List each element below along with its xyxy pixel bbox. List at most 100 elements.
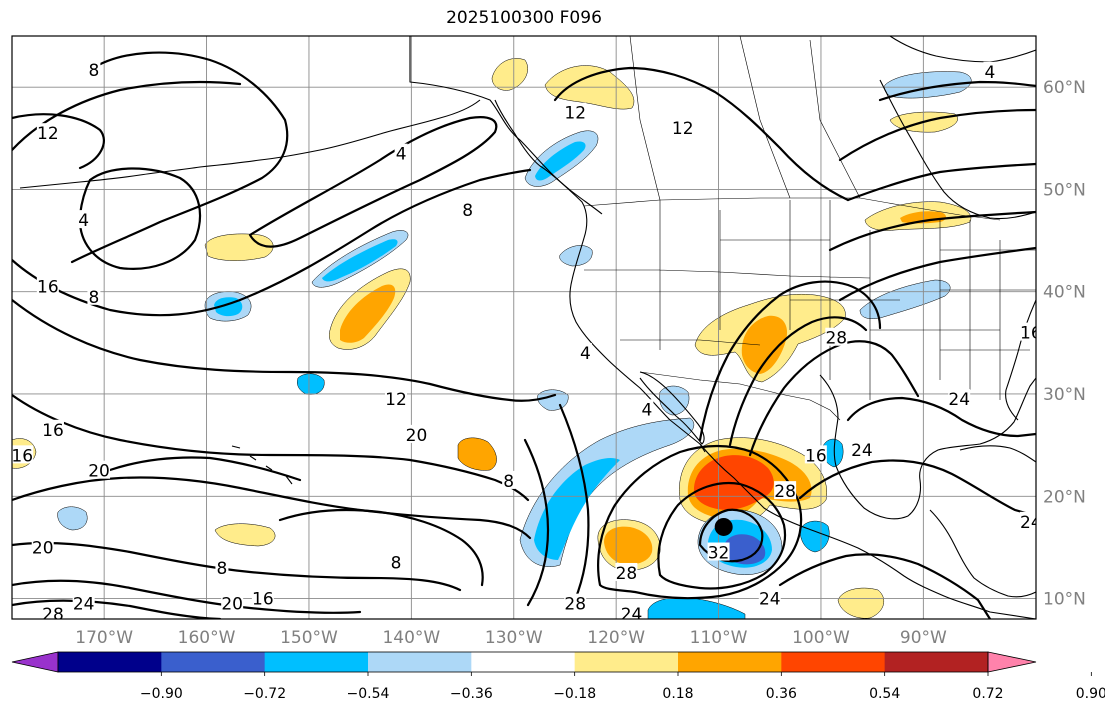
contour-label: 8 [217,559,228,579]
contour-label-bg [850,440,873,459]
lon-tick-label: 140°W [382,628,440,648]
contour-label-bg [578,343,592,362]
contour-label-bg [564,593,587,612]
coast-gulf [819,374,1036,520]
contour-28-south [12,599,222,619]
contour-label-bg [88,460,111,479]
contour-label: 16 [11,446,33,466]
contour-label: 28 [42,605,64,625]
contour-label-bg [640,399,654,418]
contour-label-bg [564,102,587,121]
lon-tick-label: 160°W [178,628,236,648]
colorbar-tick-label: −0.72 [243,686,286,702]
contour-label: 20 [221,595,243,615]
contour-label: 24 [851,441,873,461]
contour-label: 12 [564,104,586,124]
contour-label: 8 [391,554,402,574]
contour-label: 8 [462,201,473,221]
colorbar-tick-label: 0.54 [869,686,900,702]
contour-label-bg [502,470,516,489]
contour-label: 4 [396,145,407,165]
contour-16-pacific [12,393,530,502]
contour-label-bg [825,327,848,346]
colorbar-segment [574,652,679,672]
border-states-east [940,220,1036,400]
contour-label-bg [707,542,730,561]
latitude-labels: 60°N 50°N 40°N 30°N 20°N 10°N [1043,78,1086,609]
contour-label: 28 [825,329,847,349]
lon-tick-label: 130°W [485,628,543,648]
lat-tick-label: 10°N [1043,590,1086,610]
contour-label: 4 [641,400,652,420]
contour-label: 20 [88,462,110,482]
shade-blue-band [534,457,620,560]
contour-4-gulf [248,116,498,248]
contour-label: 4 [78,211,89,231]
contour-label-bg [36,123,59,142]
contour-label: 20 [406,426,428,446]
colorbar-segment [471,652,576,672]
contour-label-bg [41,603,64,619]
contour-label-bg [804,445,827,464]
contour-cyclone-outer [597,444,803,600]
contour-label-bg [87,59,101,78]
plot-background [12,36,1036,619]
lat-tick-label: 30°N [1043,385,1086,405]
border-canada-prov2 [739,36,791,199]
lon-tick-label: 170°W [75,628,133,648]
contour-4-canada [878,80,1036,102]
colorbar-segment [161,652,266,672]
lat-tick-label: 40°N [1043,283,1086,303]
shade-darkblue-cyclone [723,534,766,565]
contour-20-south [12,541,462,592]
shade-lightblue-leftedge [57,506,88,531]
colorbar-segment [678,652,782,672]
coast-central-am [929,509,1036,598]
colorbar-segment [368,652,472,672]
contour-label: 12 [672,119,694,139]
shade-yellow-west [204,233,274,261]
contour-label-bg [620,603,643,619]
contour-label-bg [671,118,694,137]
colorbar-segment [264,652,369,672]
contour-cyclone-inner [698,508,764,563]
border-states-west [584,200,1000,400]
political-borders [409,36,1036,421]
contour-jet3 [838,246,1036,302]
shade-blue-mid [297,373,325,395]
lat-tick-label: 60°N [1043,78,1086,98]
shade-yellow-epac [837,587,885,619]
contour-alaska-low [70,51,289,264]
contour-label-bg [36,276,59,295]
contour-label: 24 [73,595,95,615]
contour-label: 24 [948,390,970,410]
contour-label-bg [1019,511,1036,530]
graticule [12,36,1036,619]
shade-yellow-alaska2 [491,58,528,91]
colorbar-extend-low [11,651,59,673]
colorbar-segment [781,652,886,672]
contour-label-bg [774,481,797,500]
contour-label-bg [394,143,408,162]
contour-label: 8 [89,288,100,308]
coast-mexico-pac [699,443,1036,619]
contour-east-24 [846,396,1036,438]
coast-panhandle [494,99,603,215]
contour-8-canada [838,108,1036,162]
shade-blue-pacific [322,239,398,282]
contour-lines [12,51,1036,619]
contour-12-west [12,113,106,170]
contour-label-bg [405,424,428,443]
coast-baja [639,371,705,445]
contour-24-south [12,579,362,614]
lon-tick-label: 110°W [690,628,748,648]
plot-frame [11,35,1037,620]
contour-mid-8 [278,509,484,587]
contour-label: 16 [1020,324,1042,344]
colorbar-tick-label: −0.54 [347,686,390,702]
contour-label-bg [31,537,54,556]
contour-label-bg [221,593,244,612]
lat-tick-label: 20°N [1043,487,1086,507]
contour-trough2 [728,316,868,447]
contour-label: 20 [32,538,54,558]
